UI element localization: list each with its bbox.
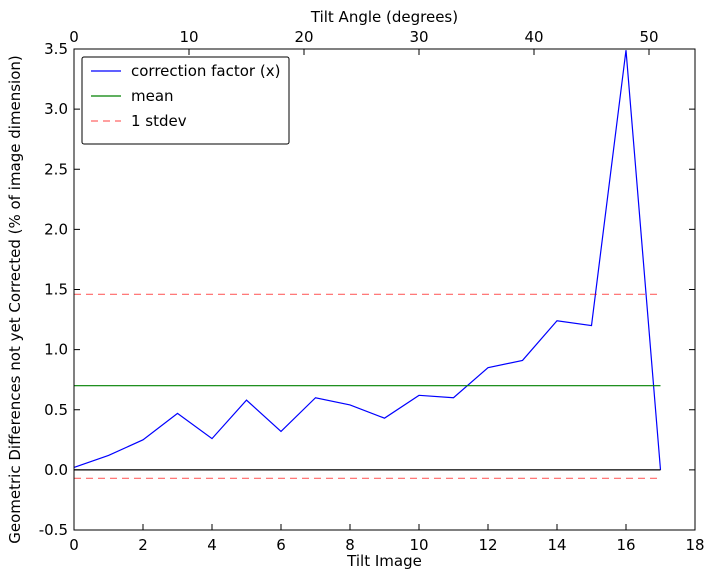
x-tick-label: 4 (207, 536, 217, 554)
series-layer (73, 50, 662, 479)
top-x-tick-label: 40 (524, 28, 543, 46)
x-tick-label: 16 (616, 536, 635, 554)
y-tick-label: 2.0 (44, 220, 68, 238)
x-tick-label: 14 (547, 536, 566, 554)
x-tick-label: 0 (69, 536, 79, 554)
top-x-axis-label: Tilt Angle (degrees) (310, 8, 458, 26)
y-tick-label: 2.5 (44, 160, 68, 178)
legend-label: correction factor (x) (131, 62, 280, 80)
legend-label: mean (131, 87, 174, 105)
y-tick-label: 0.0 (44, 461, 68, 479)
x-tick-label: 10 (409, 536, 428, 554)
y-tick-label: -0.5 (39, 521, 68, 539)
y-tick-label: 1.5 (44, 281, 68, 299)
x-tick-label: 2 (138, 536, 148, 554)
correction-factor-x-line-0 (73, 50, 662, 470)
x-tick-label: 6 (276, 536, 286, 554)
top-x-tick-label: 50 (639, 28, 658, 46)
y-tick-label: 1.0 (44, 341, 68, 359)
legend: correction factor (x) mean 1 stdev (81, 56, 290, 145)
top-x-tick-label: 10 (179, 28, 198, 46)
x-tick-label: 18 (685, 536, 704, 554)
x-tick-label: 8 (345, 536, 355, 554)
legend-label: 1 stdev (131, 112, 187, 130)
y-tick-label: 3.0 (44, 100, 68, 118)
top-x-tick-label: 0 (69, 28, 79, 46)
top-x-tick-label: 20 (294, 28, 313, 46)
y-axis-label: Geometric Differences not yet Corrected … (6, 55, 24, 544)
legend-box (81, 56, 290, 145)
y-tick-label: 0.5 (44, 401, 68, 419)
ticks-layer: 0 2 4 6 8 10 12 14 16 18 0 10 20 30 40 50 -0.5 0.0 0.5 1.0 1… (39, 28, 705, 554)
top-x-tick-label: 30 (409, 28, 428, 46)
x-axis-label: Tilt Image (346, 552, 422, 570)
y-tick-label: 3.5 (44, 40, 68, 58)
x-tick-label: 12 (478, 536, 497, 554)
